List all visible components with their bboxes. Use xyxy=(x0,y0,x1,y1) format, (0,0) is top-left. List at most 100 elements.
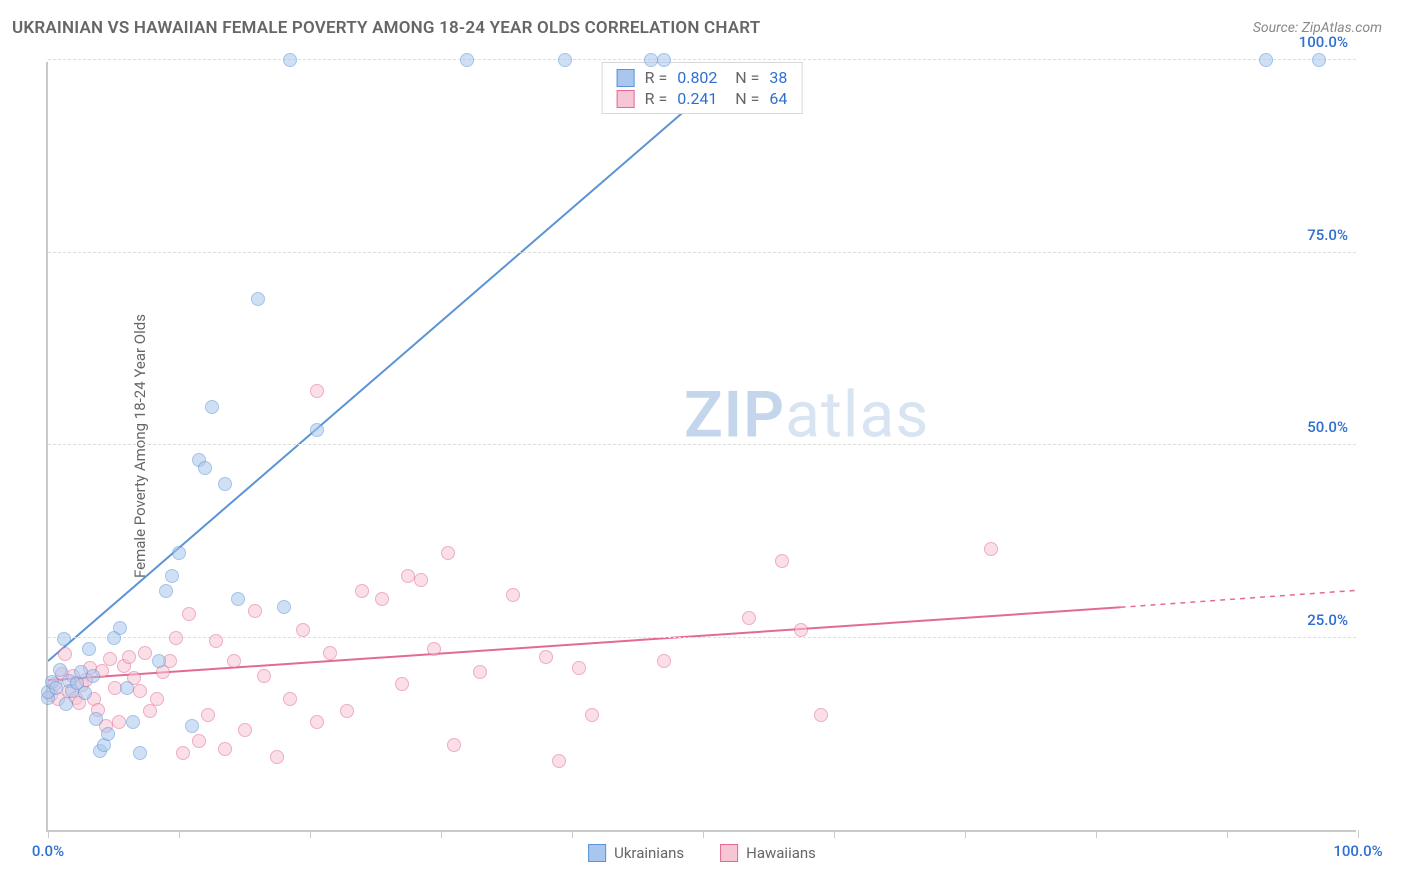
data-point xyxy=(310,715,324,729)
x-tick xyxy=(179,830,180,838)
data-point xyxy=(231,592,245,606)
data-point xyxy=(401,569,415,583)
data-point xyxy=(150,692,164,706)
x-tick xyxy=(48,830,49,838)
data-point xyxy=(506,588,520,602)
data-point xyxy=(657,654,671,668)
n-value: 64 xyxy=(769,89,787,108)
data-point xyxy=(742,611,756,625)
legend-item-ukrainians: Ukrainians xyxy=(588,844,684,862)
data-point xyxy=(296,623,310,637)
watermark: ZIPatlas xyxy=(684,378,929,453)
data-point xyxy=(120,681,134,695)
data-point xyxy=(657,53,671,67)
gridline xyxy=(48,637,1356,638)
data-point xyxy=(218,742,232,756)
data-point xyxy=(441,546,455,560)
y-tick-label: 50.0% xyxy=(1307,418,1348,436)
data-point xyxy=(238,723,252,737)
r-value: 0.241 xyxy=(677,89,725,108)
x-tick xyxy=(1096,830,1097,838)
chart-title: UKRAINIAN VS HAWAIIAN FEMALE POVERTY AMO… xyxy=(12,18,760,38)
data-point xyxy=(323,646,337,660)
x-min-label: 0.0% xyxy=(32,842,64,860)
data-point xyxy=(192,734,206,748)
data-point xyxy=(539,650,553,664)
data-point xyxy=(227,654,241,668)
data-point xyxy=(78,686,92,700)
data-point xyxy=(57,632,71,646)
data-point xyxy=(198,461,212,475)
data-point xyxy=(133,684,147,698)
data-point xyxy=(283,53,297,67)
x-tick xyxy=(703,830,704,838)
x-tick xyxy=(310,830,311,838)
data-point xyxy=(257,669,271,683)
data-point xyxy=(283,692,297,706)
data-point xyxy=(355,584,369,598)
data-point xyxy=(473,665,487,679)
data-point xyxy=(176,746,190,760)
x-tick xyxy=(965,830,966,838)
data-point xyxy=(159,584,173,598)
data-point xyxy=(112,715,126,729)
legend: Ukrainians Hawaiians xyxy=(588,844,816,862)
x-tick xyxy=(1358,830,1359,838)
data-point xyxy=(251,292,265,306)
x-tick xyxy=(572,830,573,838)
y-tick-label: 100.0% xyxy=(1299,33,1348,51)
x-tick xyxy=(441,830,442,838)
data-point xyxy=(414,573,428,587)
stats-swatch xyxy=(617,90,635,108)
data-point xyxy=(59,697,73,711)
data-point xyxy=(558,53,572,67)
data-point xyxy=(86,669,100,683)
gridline xyxy=(48,59,1356,60)
swatch-ukrainians xyxy=(588,844,606,862)
x-tick xyxy=(834,830,835,838)
data-point xyxy=(375,592,389,606)
data-point xyxy=(395,677,409,691)
data-point xyxy=(585,708,599,722)
data-point xyxy=(218,477,232,491)
data-point xyxy=(427,642,441,656)
data-point xyxy=(775,554,789,568)
data-point xyxy=(122,650,136,664)
y-tick-label: 75.0% xyxy=(1307,226,1348,244)
data-point xyxy=(49,681,63,695)
y-tick-label: 25.0% xyxy=(1307,611,1348,629)
stats-box: R =0.802N =38R =0.241N =64 xyxy=(602,62,803,114)
data-point xyxy=(460,53,474,67)
data-point xyxy=(152,654,166,668)
data-point xyxy=(172,546,186,560)
data-point xyxy=(1259,53,1273,67)
data-point xyxy=(165,569,179,583)
gridline xyxy=(48,444,1356,445)
data-point xyxy=(113,621,127,635)
data-point xyxy=(447,738,461,752)
data-point xyxy=(1312,53,1326,67)
r-value: 0.802 xyxy=(677,68,725,87)
data-point xyxy=(126,715,140,729)
data-point xyxy=(310,423,324,437)
data-point xyxy=(82,642,96,656)
legend-item-hawaiians: Hawaiians xyxy=(720,844,816,862)
data-point xyxy=(138,646,152,660)
data-point xyxy=(182,607,196,621)
stats-swatch xyxy=(617,69,635,87)
data-point xyxy=(209,634,223,648)
data-point xyxy=(103,652,117,666)
swatch-hawaiians xyxy=(720,844,738,862)
data-point xyxy=(185,719,199,733)
data-point xyxy=(89,712,103,726)
data-point xyxy=(248,604,262,618)
chart-container: UKRAINIAN VS HAWAIIAN FEMALE POVERTY AMO… xyxy=(0,0,1406,892)
data-point xyxy=(310,384,324,398)
data-point xyxy=(133,746,147,760)
data-point xyxy=(644,53,658,67)
stats-row: R =0.802N =38 xyxy=(617,68,788,87)
data-point xyxy=(277,600,291,614)
data-point xyxy=(552,754,566,768)
data-point xyxy=(984,542,998,556)
x-tick xyxy=(1227,830,1228,838)
